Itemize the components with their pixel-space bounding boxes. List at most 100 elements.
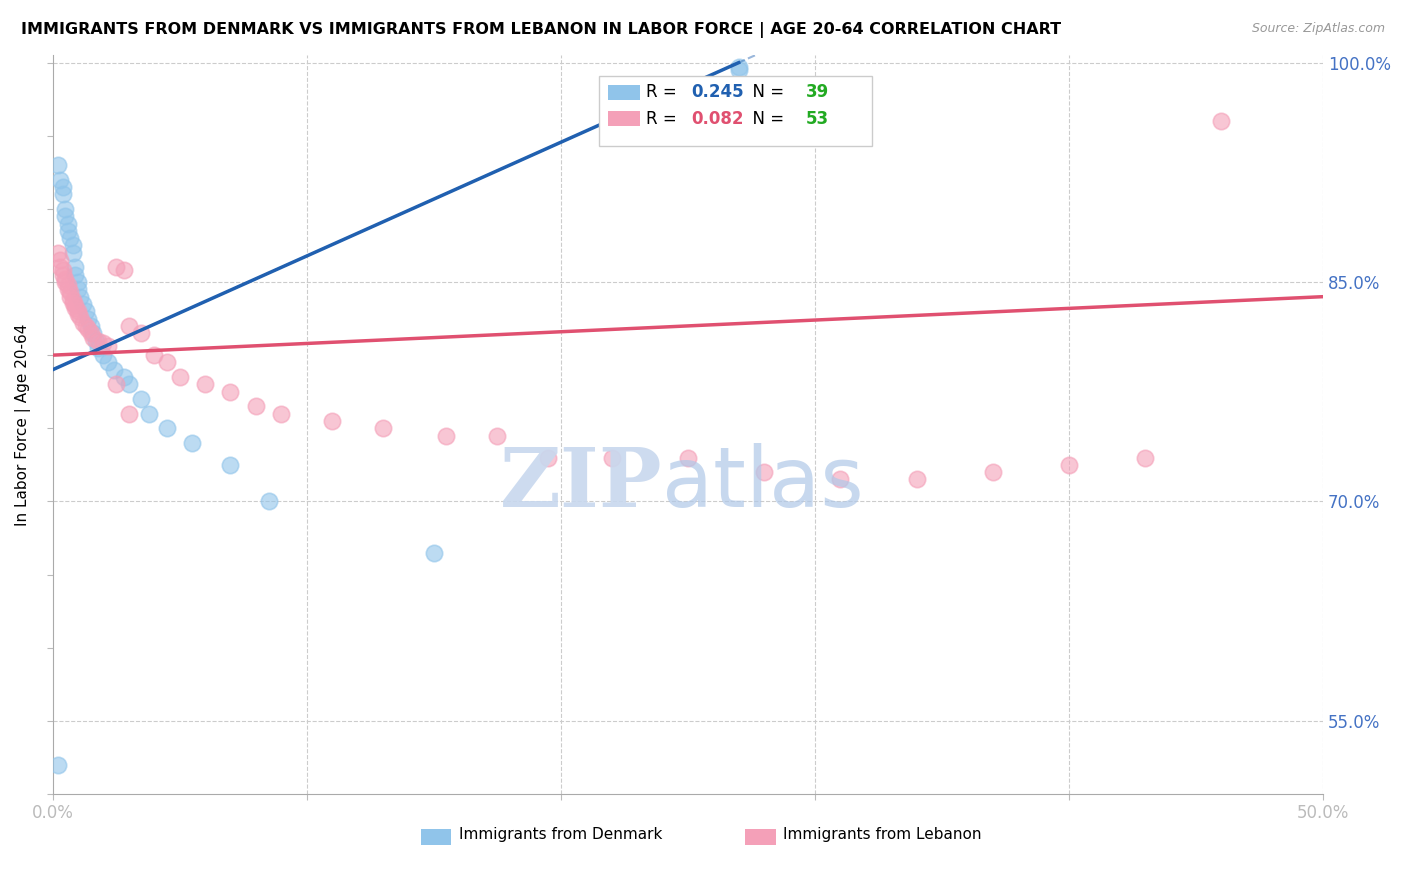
Text: 53: 53	[806, 110, 830, 128]
Point	[59, 231, 82, 245]
Text: R =: R =	[645, 110, 682, 128]
Text: 0.245: 0.245	[692, 83, 744, 102]
Point	[66, 275, 89, 289]
Point	[103, 363, 125, 377]
Point	[486, 428, 509, 442]
Point	[112, 370, 135, 384]
Point	[156, 355, 179, 369]
Point	[131, 392, 153, 406]
Point	[46, 245, 69, 260]
Point	[219, 458, 242, 472]
Text: 0.082: 0.082	[692, 110, 744, 128]
Point	[194, 377, 217, 392]
Point	[75, 318, 97, 333]
Point	[422, 546, 444, 560]
Point	[169, 370, 191, 384]
Point	[52, 187, 75, 202]
Point	[112, 263, 135, 277]
Bar	[607, 112, 640, 127]
Y-axis label: In Labor Force | Age 20-64: In Labor Force | Age 20-64	[15, 324, 31, 525]
Point	[676, 450, 699, 465]
Point	[79, 326, 101, 341]
Point	[65, 301, 87, 316]
Point	[46, 158, 69, 172]
Point	[52, 263, 75, 277]
Point	[905, 473, 928, 487]
Point	[752, 465, 775, 479]
Point	[82, 330, 104, 344]
Point	[49, 260, 72, 275]
Point	[600, 450, 623, 465]
Point	[727, 62, 749, 77]
Point	[118, 377, 141, 392]
Point	[118, 407, 141, 421]
Point	[257, 494, 280, 508]
Text: IMMIGRANTS FROM DENMARK VS IMMIGRANTS FROM LEBANON IN LABOR FORCE | AGE 20-64 CO: IMMIGRANTS FROM DENMARK VS IMMIGRANTS FR…	[21, 22, 1062, 38]
Point	[66, 304, 89, 318]
Point	[93, 348, 115, 362]
Point	[1135, 450, 1157, 465]
Point	[181, 436, 204, 450]
Point	[97, 355, 120, 369]
Point	[82, 326, 104, 341]
Point	[143, 348, 166, 362]
Point	[84, 334, 107, 348]
Point	[65, 298, 87, 312]
Point	[49, 801, 72, 815]
Point	[87, 334, 110, 348]
Point	[79, 318, 101, 333]
Point	[59, 285, 82, 300]
Point	[65, 260, 87, 275]
Point	[56, 224, 79, 238]
Point	[69, 290, 91, 304]
Point	[72, 297, 94, 311]
Point	[72, 316, 94, 330]
Point	[371, 421, 394, 435]
Point	[138, 407, 160, 421]
Text: N =: N =	[742, 110, 790, 128]
Point	[69, 310, 91, 325]
Text: atlas: atlas	[662, 443, 865, 524]
Point	[56, 217, 79, 231]
Bar	[599, 76, 872, 146]
Point	[118, 318, 141, 333]
Point	[105, 377, 128, 392]
Point	[62, 238, 84, 252]
Point	[65, 268, 87, 282]
Point	[62, 293, 84, 307]
Point	[66, 282, 89, 296]
Point	[75, 304, 97, 318]
Point	[53, 275, 76, 289]
Point	[49, 253, 72, 268]
Point	[53, 202, 76, 216]
Point	[46, 757, 69, 772]
Point	[105, 260, 128, 275]
Point	[131, 326, 153, 341]
Bar	[420, 829, 451, 845]
Point	[727, 60, 749, 74]
Point	[62, 295, 84, 310]
Point	[270, 407, 292, 421]
Text: R =: R =	[645, 83, 682, 102]
Point	[56, 277, 79, 292]
Point	[52, 180, 75, 194]
Point	[93, 336, 115, 351]
Point	[245, 400, 267, 414]
Point	[1211, 114, 1233, 128]
Bar	[607, 85, 640, 100]
Text: Source: ZipAtlas.com: Source: ZipAtlas.com	[1251, 22, 1385, 36]
Point	[59, 290, 82, 304]
Point	[77, 322, 100, 336]
Point	[52, 268, 75, 282]
Point	[321, 414, 343, 428]
Point	[77, 311, 100, 326]
Text: Immigrants from Lebanon: Immigrants from Lebanon	[783, 827, 981, 842]
Point	[219, 384, 242, 399]
Point	[981, 465, 1004, 479]
Point	[49, 172, 72, 186]
Point	[66, 307, 89, 321]
Point	[537, 450, 560, 465]
Point	[56, 282, 79, 296]
Text: ZIP: ZIP	[499, 443, 662, 524]
Point	[53, 209, 76, 223]
